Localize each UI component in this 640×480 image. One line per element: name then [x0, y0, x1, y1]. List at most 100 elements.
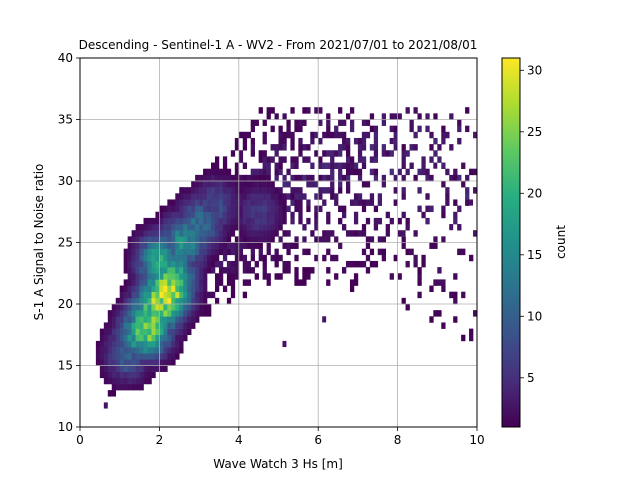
heatmap-cell	[381, 254, 386, 262]
heatmap-cell	[274, 162, 279, 169]
heatmap-cell	[218, 230, 224, 237]
colorbar-label: count	[554, 225, 568, 259]
heatmap-cell	[183, 316, 188, 323]
heatmap-cell	[155, 291, 160, 299]
heatmap-cell	[222, 168, 228, 176]
heatmap-cell	[270, 107, 275, 114]
heatmap-cell	[270, 205, 275, 213]
heatmap-cell	[250, 168, 255, 176]
heatmap-cell	[338, 119, 343, 126]
heatmap-cell	[222, 217, 228, 225]
heatmap-cell	[143, 377, 148, 385]
heatmap-cell	[207, 267, 212, 274]
heatmap-cell	[421, 260, 426, 268]
heatmap-cell	[135, 328, 140, 336]
heatmap-cell	[179, 187, 184, 194]
heatmap-cell	[433, 279, 438, 286]
heatmap-cell	[151, 242, 156, 249]
heatmap-cell	[139, 254, 144, 262]
heatmap-cell	[167, 242, 172, 249]
heatmap-cell	[151, 236, 156, 243]
heatmap-cell	[230, 193, 236, 200]
heatmap-cell	[155, 254, 160, 262]
heatmap-cell	[274, 113, 279, 120]
heatmap-cell	[167, 340, 172, 348]
heatmap-cell	[437, 144, 442, 151]
heatmap-cell	[207, 242, 212, 249]
heatmap-cell	[131, 279, 136, 286]
heatmap-cell	[187, 242, 192, 249]
heatmap-cell	[334, 254, 339, 262]
heatmap-cell	[214, 242, 220, 249]
heatmap-cell	[103, 328, 109, 336]
heatmap-cell	[155, 224, 160, 231]
heatmap-cell	[222, 205, 228, 213]
heatmap-cell	[147, 353, 152, 360]
heatmap-cell	[151, 316, 156, 323]
heatmap-cell	[393, 199, 398, 206]
heatmap-cell	[230, 211, 236, 219]
heatmap-cell	[179, 322, 184, 329]
heatmap-cell	[417, 267, 422, 274]
heatmap-cell	[302, 174, 307, 182]
heatmap-cell	[127, 377, 132, 385]
heatmap-cell	[286, 193, 291, 200]
heatmap-cell	[381, 248, 386, 256]
heatmap-cell	[342, 131, 347, 139]
heatmap-cell	[242, 291, 248, 299]
heatmap-cell	[322, 230, 327, 237]
heatmap-cell	[115, 322, 120, 329]
heatmap-cell	[310, 131, 315, 139]
x-tick-label: 8	[394, 433, 402, 447]
heatmap-cell	[222, 224, 228, 231]
heatmap-cell	[167, 310, 172, 317]
heatmap-cell	[147, 279, 152, 286]
heatmap-cell	[250, 267, 255, 274]
heatmap-cell	[139, 230, 144, 237]
heatmap-cell	[167, 199, 172, 206]
heatmap-cell	[282, 113, 287, 120]
heatmap-cell	[377, 193, 383, 200]
heatmap-cell	[274, 248, 279, 256]
heatmap-cell	[270, 199, 275, 206]
heatmap-cell	[143, 254, 148, 262]
heatmap-cell	[163, 347, 168, 354]
heatmap-cell	[401, 193, 406, 200]
heatmap-cell	[425, 168, 430, 176]
heatmap-cell	[234, 267, 240, 274]
heatmap-cell	[195, 187, 200, 194]
heatmap-cell	[345, 162, 351, 169]
heatmap-cell	[147, 377, 152, 385]
heatmap-cell	[119, 316, 124, 323]
heatmap-cell	[175, 334, 180, 342]
heatmap-cell	[322, 150, 327, 157]
heatmap-cell	[167, 347, 172, 354]
heatmap-cell	[143, 334, 148, 342]
heatmap-cell	[230, 205, 236, 213]
heatmap-cell	[167, 248, 172, 256]
heatmap-cell	[167, 279, 172, 286]
heatmap-cell	[238, 224, 244, 231]
heatmap-cell	[369, 236, 375, 243]
heatmap-cell	[250, 248, 255, 256]
heatmap-cell	[179, 193, 184, 200]
heatmap-cell	[218, 224, 224, 231]
heatmap-cell	[298, 119, 303, 126]
heatmap-cell	[349, 260, 355, 268]
heatmap-cell	[151, 347, 156, 354]
heatmap-cell	[310, 230, 315, 237]
heatmap-cell	[226, 242, 232, 249]
heatmap-cell	[349, 107, 355, 114]
heatmap-cell	[322, 199, 327, 206]
heatmap-cell	[155, 328, 160, 336]
heatmap-cell	[457, 119, 462, 126]
heatmap-cell	[266, 199, 271, 206]
heatmap-cell	[369, 125, 375, 133]
heatmap-cell	[151, 371, 156, 379]
heatmap-cell	[183, 193, 188, 200]
heatmap-cell	[234, 162, 240, 169]
heatmap-cell	[226, 181, 232, 188]
heatmap-cell	[246, 174, 252, 182]
heatmap-cell	[195, 236, 200, 243]
x-tick-label: 4	[235, 433, 243, 447]
